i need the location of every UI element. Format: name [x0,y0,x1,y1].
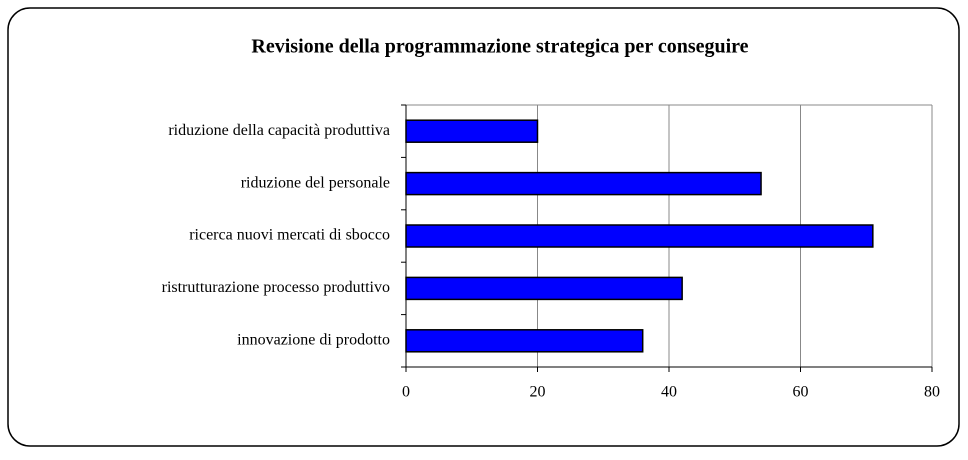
y-tick-label: innovazione di prodotto [237,331,390,348]
y-tick-label: ristrutturazione processo produttivo [162,279,390,296]
x-tick-label: 0 [402,384,410,401]
bar [405,276,683,301]
x-tick-label: 40 [661,384,677,401]
y-tick-label: riduzione del personale [241,174,390,191]
bar [405,171,762,196]
x-tick-label: 60 [793,384,809,401]
y-tick-label: ricerca nuovi mercati di sbocco [189,227,390,244]
x-tick-label: 20 [530,384,546,401]
bar [405,224,874,248]
y-tick-label: riduzione della capacità produttiva [168,122,390,139]
bar [405,119,539,143]
chart-title: Revisione della programmazione strategic… [251,36,748,58]
bar [405,329,644,353]
x-tick-label: 80 [924,384,940,401]
